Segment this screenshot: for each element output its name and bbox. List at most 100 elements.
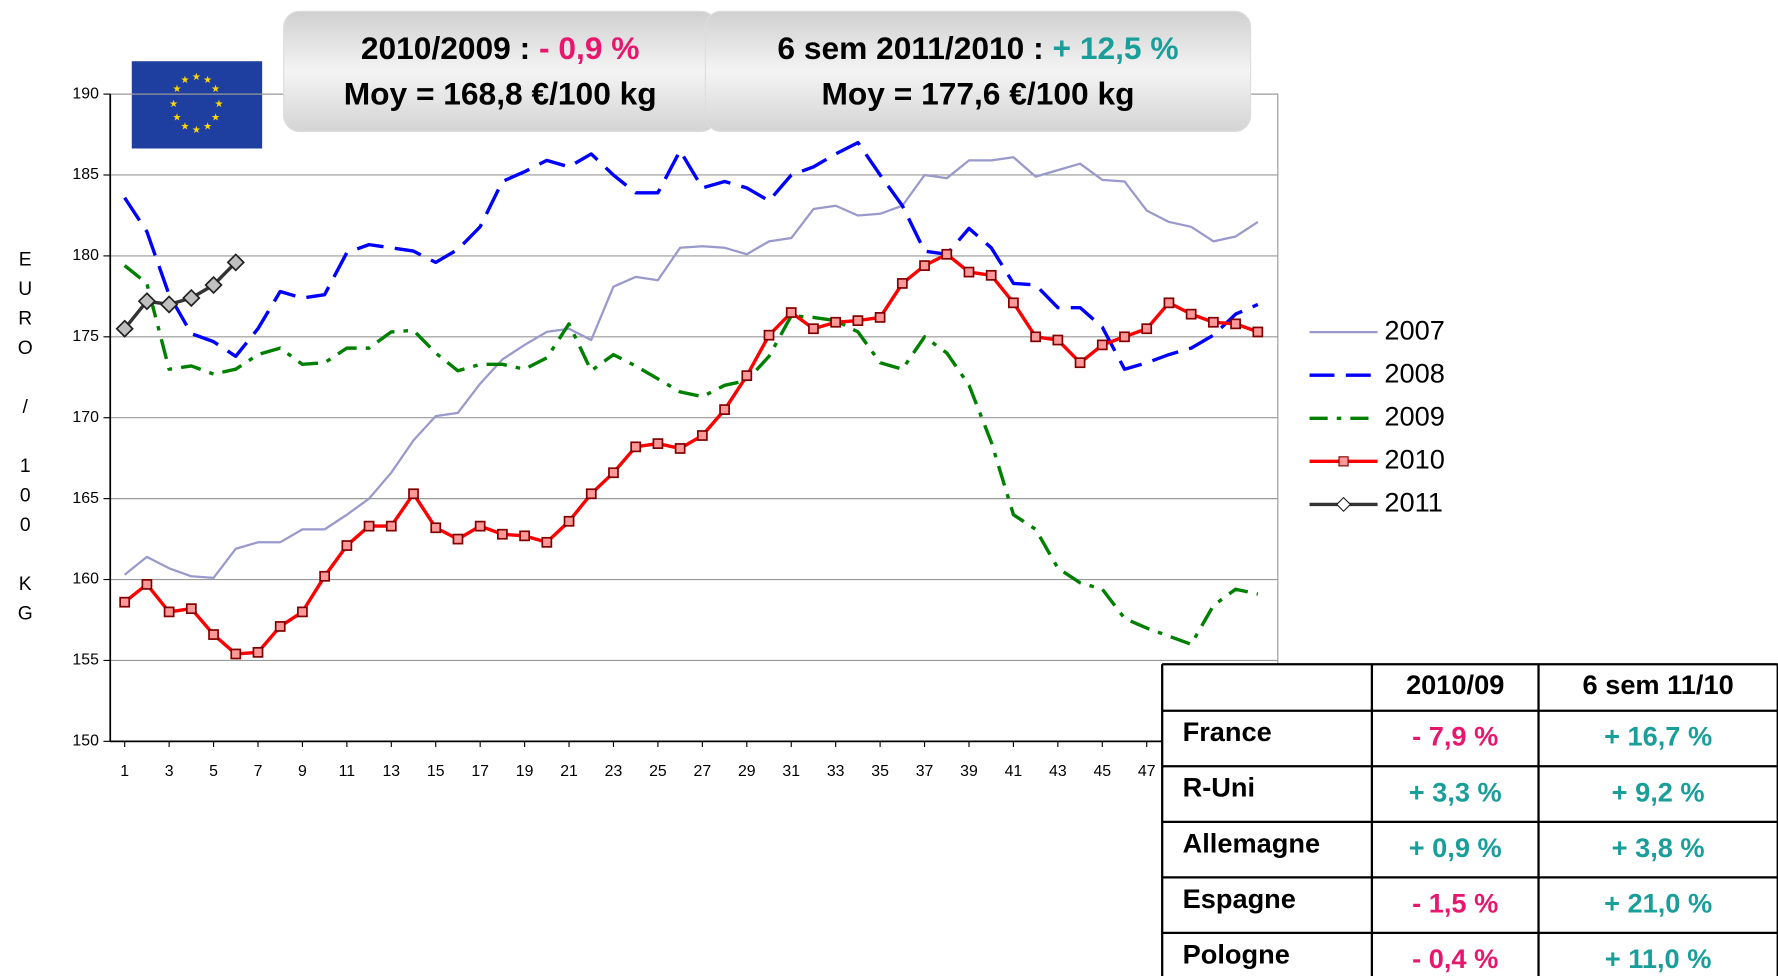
- marker: [808, 323, 819, 335]
- svg-text:★: ★: [180, 75, 189, 86]
- marker: [941, 248, 953, 260]
- y-tick-label: 155: [72, 652, 99, 669]
- table-cell: + 0,9 %: [1409, 832, 1502, 863]
- marker: [1185, 308, 1197, 320]
- marker: [408, 488, 419, 500]
- x-tick-label: 1: [120, 763, 129, 780]
- table-header: 2010/09: [1406, 669, 1504, 700]
- marker: [1074, 357, 1086, 369]
- marker: [674, 443, 686, 454]
- marker: [141, 579, 153, 590]
- svg-text:★: ★: [203, 122, 212, 133]
- table-row-name: Allemagne: [1183, 827, 1321, 858]
- y-tick-label: 170: [72, 409, 99, 426]
- svg-text:★: ★: [192, 72, 201, 83]
- marker: [852, 315, 864, 327]
- marker: [115, 319, 134, 338]
- series-line: [123, 156, 1259, 580]
- marker: [297, 606, 308, 618]
- marker: [963, 266, 975, 278]
- x-tick-label: 15: [427, 763, 445, 780]
- series-line: [123, 140, 1259, 371]
- svg-text:★: ★: [214, 99, 223, 110]
- marker: [985, 269, 997, 281]
- svg-text:★: ★: [203, 75, 212, 86]
- x-tick-label: 43: [1049, 763, 1067, 780]
- series-line: [123, 264, 1259, 647]
- marker: [274, 621, 286, 632]
- marker: [204, 275, 223, 295]
- legend-label: 2011: [1384, 487, 1442, 518]
- x-tick-label: 37: [916, 763, 934, 780]
- marker: [541, 536, 553, 548]
- x-tick-label: 19: [516, 763, 534, 780]
- marker: [452, 533, 464, 545]
- marker: [182, 288, 201, 308]
- table-cell: + 11,0 %: [1605, 943, 1712, 974]
- marker: [159, 295, 179, 314]
- legend-marker: [1338, 456, 1349, 467]
- annotation-value: - 0,9 %: [539, 30, 639, 66]
- marker: [226, 253, 245, 272]
- x-tick-label: 17: [471, 763, 489, 780]
- table-row-name: France: [1183, 716, 1272, 747]
- annotation-line: 2010/2009 : - 0,9 %: [361, 30, 640, 66]
- marker: [385, 520, 397, 532]
- marker: [341, 540, 353, 551]
- legend-label: 2009: [1384, 400, 1444, 431]
- y-tick-label: 180: [72, 247, 99, 264]
- x-tick-label: 21: [560, 763, 578, 780]
- y-tick-label: 175: [72, 328, 99, 345]
- table-cell: + 3,3 %: [1409, 776, 1502, 807]
- x-tick-label: 7: [254, 763, 263, 780]
- y-tick-label: 165: [72, 490, 99, 507]
- x-tick-label: 29: [738, 763, 756, 780]
- x-tick-label: 11: [339, 763, 356, 780]
- marker: [185, 603, 197, 615]
- marker: [1230, 318, 1241, 330]
- x-tick-label: 35: [871, 763, 889, 780]
- table-bg: [1162, 664, 1778, 976]
- x-tick-label: 25: [649, 763, 667, 780]
- marker: [763, 329, 775, 341]
- annotation-box: [283, 10, 718, 133]
- marker: [430, 522, 442, 534]
- marker: [519, 530, 530, 542]
- table-row-name: Pologne: [1183, 938, 1290, 969]
- marker: [1163, 297, 1175, 309]
- marker: [741, 370, 753, 382]
- table-cell: - 0,4 %: [1412, 943, 1498, 974]
- marker: [474, 520, 486, 532]
- table-row-name: R-Uni: [1183, 772, 1255, 803]
- marker: [696, 430, 708, 441]
- x-tick-label: 39: [960, 763, 978, 780]
- marker: [1096, 339, 1108, 351]
- table-cell: - 1,5 %: [1412, 887, 1498, 918]
- marker: [1030, 331, 1042, 343]
- svg-text:★: ★: [180, 122, 189, 133]
- x-tick-label: 27: [694, 763, 712, 780]
- y-tick-label: 190: [72, 85, 99, 102]
- eu-flag: ★ ★★★ ★★★★ ★★★★: [131, 61, 263, 149]
- marker: [830, 316, 842, 328]
- x-tick-label: 33: [827, 763, 845, 780]
- legend-marker: [1335, 496, 1352, 513]
- table-row-name: Espagne: [1183, 883, 1296, 914]
- x-tick-label: 23: [605, 763, 623, 780]
- annotation-label: 2010/2009 :: [361, 30, 530, 66]
- marker: [137, 292, 157, 311]
- table-cell: + 9,2 %: [1612, 776, 1705, 807]
- marker: [363, 520, 375, 532]
- svg-text:★: ★: [192, 125, 201, 136]
- svg-text:★: ★: [211, 84, 220, 95]
- svg-text:★: ★: [211, 113, 220, 124]
- marker: [874, 312, 886, 323]
- y-tick-label: 160: [72, 571, 99, 588]
- legend-label: 2008: [1384, 357, 1444, 388]
- series-line: [123, 261, 237, 330]
- table-cell: + 16,7 %: [1604, 721, 1712, 752]
- svg-text:★: ★: [169, 99, 178, 110]
- marker: [896, 278, 908, 289]
- x-tick-label: 13: [382, 763, 400, 780]
